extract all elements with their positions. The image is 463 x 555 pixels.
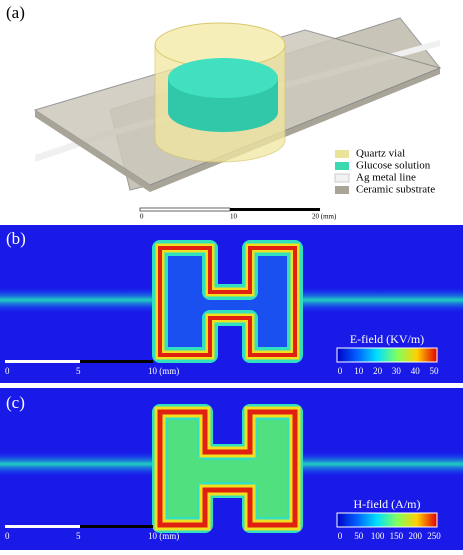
colorbar-title: E-field (KV/m) bbox=[350, 332, 424, 346]
panel-label: (c) bbox=[6, 393, 25, 412]
colorbar-tick: 150 bbox=[390, 531, 404, 541]
legend-swatch bbox=[335, 186, 349, 194]
colorbar-tick: 20 bbox=[373, 366, 383, 376]
colorbar-tick: 200 bbox=[408, 531, 422, 541]
colorbar-tick: 250 bbox=[427, 531, 441, 541]
colorbar-tick: 50 bbox=[430, 366, 440, 376]
scale-label: 10 (mm) bbox=[148, 366, 179, 376]
legend-swatch bbox=[334, 173, 350, 183]
glucose-top bbox=[168, 58, 278, 98]
scale-bar bbox=[5, 360, 80, 363]
substrate-front bbox=[35, 110, 150, 192]
legend-label: Ag metal line bbox=[356, 172, 416, 184]
colorbar bbox=[336, 347, 438, 363]
colorbar-tick: 0 bbox=[338, 366, 343, 376]
scale-bar bbox=[5, 525, 80, 528]
panel-label: (b) bbox=[6, 229, 26, 248]
colorbar-tick: 50 bbox=[354, 531, 364, 541]
colorbar-tick: 30 bbox=[392, 366, 402, 376]
legend-swatch bbox=[335, 150, 349, 158]
scale-label: 10 bbox=[230, 213, 238, 221]
panel-label: (a) bbox=[6, 3, 25, 22]
colorbar bbox=[336, 512, 438, 528]
colorbar-tick: 0 bbox=[338, 531, 343, 541]
colorbar-tick: 40 bbox=[411, 366, 421, 376]
h-field-pattern bbox=[157, 409, 298, 528]
scale-label: 0 bbox=[5, 531, 10, 541]
legend-label: Glucose solution bbox=[356, 160, 431, 172]
scale-label: 10 (mm) bbox=[148, 531, 179, 541]
h-field-pattern bbox=[158, 246, 297, 357]
scale-label: 20 (mm) bbox=[312, 213, 337, 221]
scale-bar bbox=[80, 360, 153, 363]
scale-bar bbox=[80, 525, 153, 528]
scale-bar bbox=[139, 207, 231, 212]
legend-swatch bbox=[335, 162, 349, 170]
scale-label: 5 bbox=[76, 366, 81, 376]
scale-label: 0 bbox=[5, 366, 10, 376]
legend-label: Quartz vial bbox=[356, 148, 405, 160]
colorbar-title: H-field (A/m) bbox=[354, 497, 421, 511]
scale-label: 0 bbox=[140, 213, 144, 221]
legend-label: Ceramic substrate bbox=[356, 184, 435, 196]
scale-label: 5 bbox=[76, 531, 81, 541]
scale-bar bbox=[230, 208, 320, 211]
colorbar-tick: 10 bbox=[354, 366, 364, 376]
colorbar-tick: 100 bbox=[371, 531, 385, 541]
